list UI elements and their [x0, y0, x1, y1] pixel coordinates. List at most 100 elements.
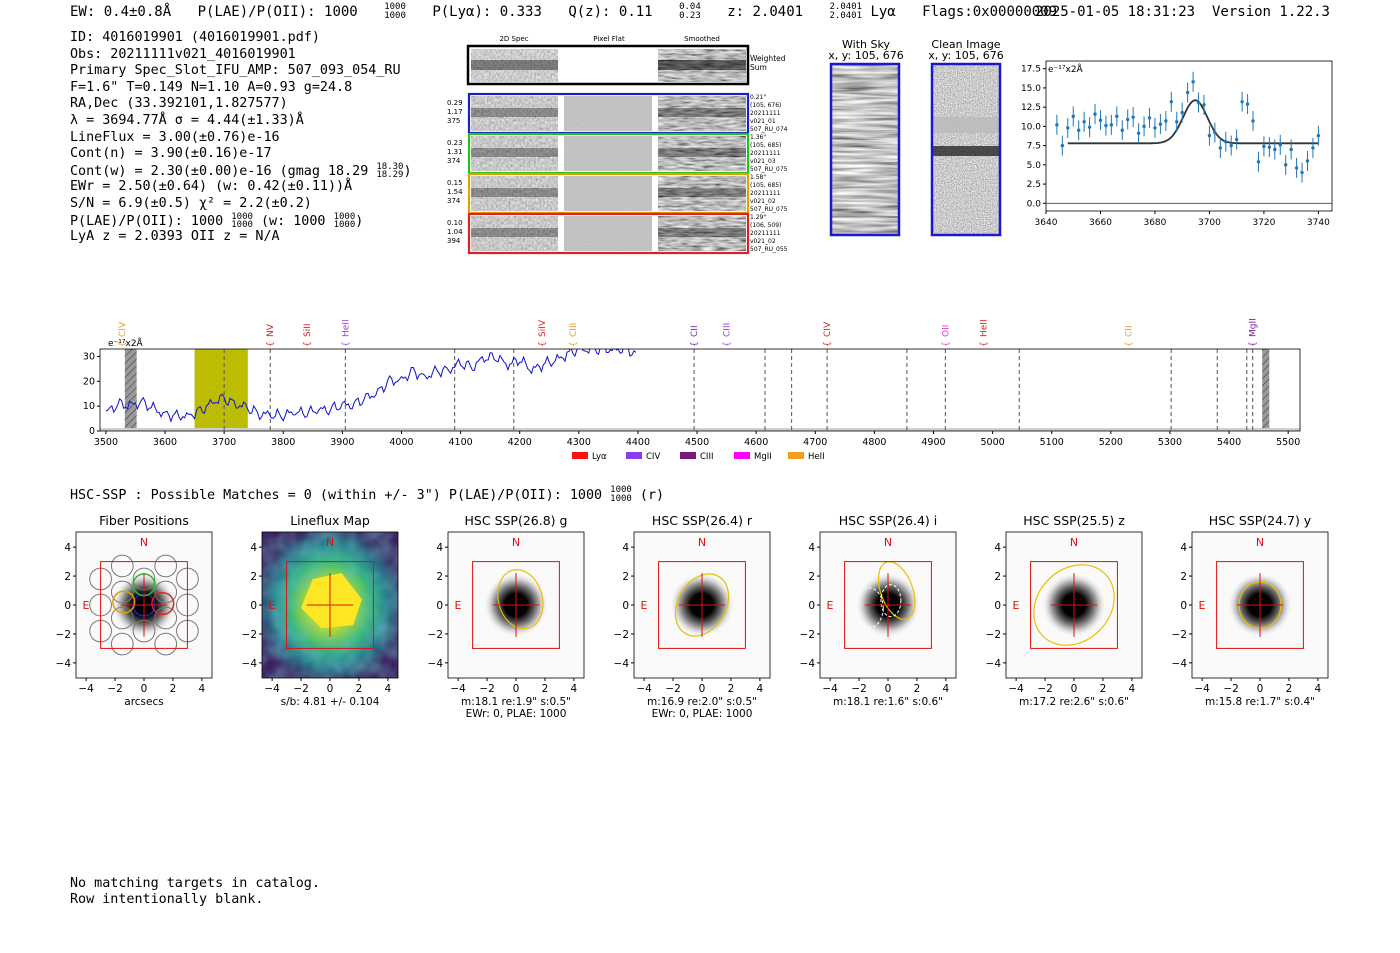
stamp-meta-line: (106, 509)	[750, 222, 782, 229]
stamp-meta-line: (105, 676)	[750, 102, 782, 109]
data-point	[1251, 119, 1255, 123]
cutout-coords: x, y: 105, 676	[828, 49, 904, 62]
x-tick-label: 0	[141, 683, 148, 695]
catalog-footer: No matching targets in catalog. Row inte…	[70, 876, 320, 907]
data-point	[1126, 117, 1130, 122]
selected-fiber	[151, 591, 175, 616]
y-unit-label: e⁻¹⁷x2Å	[1048, 63, 1084, 75]
data-point	[1087, 125, 1092, 129]
hsc-panel: Lineflux Map N E −4 −4 −2 −2 0 0 2 2 4 4 s/b: 4.81 +/…	[242, 513, 399, 708]
y-tick-label: 2	[622, 571, 629, 583]
info-primary: Primary Spec_Slot_IFU_AMP: 507_093_054_R…	[70, 63, 401, 79]
stamp-meta-line: (105, 685)	[750, 142, 782, 149]
data-point	[1098, 118, 1103, 122]
x-tick-label: 2	[170, 683, 177, 695]
panel-title: HSC SSP(26.8) g	[465, 513, 568, 528]
x-tick-label: 3660	[1089, 218, 1112, 228]
x-tick-label: −4	[822, 683, 838, 695]
stamp-pixel-flat	[564, 176, 652, 211]
panel-caption: m:18.1 re:1.6" s:0.6"	[833, 696, 943, 708]
panel-caption: EWr: 0, PLAE: 1000	[652, 708, 753, 720]
info-cont-n: Cont(n) = 3.90(±0.16)e-17	[70, 146, 272, 162]
hsc-panels: Fiber Positions+NE−4−4−2−2002244arcsecsL…	[56, 513, 1329, 720]
x-tick-label: 4800	[862, 437, 886, 448]
panel-title: Fiber Positions	[99, 513, 189, 528]
data-point	[1066, 126, 1070, 130]
line-bracket: {	[1249, 341, 1259, 347]
y-tick-label: 30	[83, 351, 95, 362]
stamp-pixel-flat	[564, 96, 652, 131]
stamp-row-frame	[467, 212, 750, 255]
y-tick-label: 0	[89, 426, 95, 437]
y-tick-label: 10	[83, 401, 95, 412]
y-tick-label: 7.5	[1027, 142, 1041, 152]
clean-image-frame	[930, 62, 1002, 237]
x-tick-label: −2	[107, 683, 122, 695]
x-tick-label: 5100	[1040, 437, 1064, 448]
y-tick-label: −4	[56, 658, 72, 670]
stamp-meta-line: 507_RU_075	[750, 206, 788, 213]
data-point	[1245, 102, 1250, 106]
x-tick-label: −2	[479, 683, 494, 695]
x-tick-label: 5000	[981, 437, 1005, 448]
x-tick-label: 2	[728, 683, 735, 695]
footer-line: Row intentionally blank.	[70, 891, 264, 907]
x-tick-label: 2	[1100, 683, 1107, 695]
north-label: N	[698, 536, 706, 549]
line-bracket: {	[538, 341, 548, 347]
stamp-meta-line: 507_RU_075	[750, 166, 788, 173]
lineflux-peak	[301, 573, 362, 629]
legend-swatch	[626, 452, 642, 459]
stamp-smoothed	[658, 216, 746, 251]
x-tick-label: −2	[1223, 683, 1238, 695]
x-tick-label: 5500	[1276, 437, 1300, 448]
stamp-col-title: Smoothed	[684, 35, 720, 43]
x-tick-label: 3700	[1198, 218, 1221, 228]
stamp-2dspec	[471, 136, 558, 171]
y-tick-label: −4	[614, 658, 630, 670]
data-point	[1278, 143, 1282, 147]
aperture-box	[286, 561, 374, 649]
y-tick-label: 20	[83, 376, 95, 387]
aperture-box	[472, 561, 560, 649]
stamp-weight: 0.10	[447, 219, 463, 227]
x-tick-label: 4400	[626, 437, 650, 448]
data-point	[1055, 123, 1059, 127]
x-tick-label: −2	[665, 683, 680, 695]
stamp-weight: 0.15	[447, 179, 463, 187]
line-bracket: {	[823, 341, 833, 347]
north-label: N	[1070, 536, 1078, 549]
line-window	[194, 349, 248, 431]
north-label: N	[140, 536, 148, 549]
line-bracket: {	[723, 341, 733, 347]
north-label: N	[512, 536, 520, 549]
hsc-summary: HSC-SSP : Possible Matches = 0 (within +…	[70, 485, 665, 504]
y-tick-label: 17.5	[1021, 65, 1041, 75]
x-tick-label: 0	[885, 683, 892, 695]
stamp-meta-line: 1.36"	[750, 134, 767, 141]
spectrum-line	[105, 349, 637, 423]
x-tick-label: 3740	[1307, 218, 1330, 228]
y-unit-label: e⁻¹⁷x2Å	[108, 337, 144, 349]
y-tick-label: 2	[808, 571, 815, 583]
line-bracket: {	[941, 341, 951, 347]
stamp-smoothed	[658, 176, 746, 211]
fiber-circle	[110, 554, 134, 578]
stamp-meta-line: 1.58"	[750, 174, 767, 181]
x-tick-label: 3720	[1252, 218, 1275, 228]
data-point	[1076, 128, 1081, 132]
legend-label: HeII	[808, 452, 825, 462]
data-point	[1060, 143, 1065, 148]
stamp-meta-line: 20211111	[750, 150, 781, 157]
data-point	[1267, 145, 1272, 149]
aperture-box	[100, 561, 188, 649]
line-label: CII	[690, 325, 700, 337]
x-tick-label: 2	[1286, 683, 1293, 695]
y-tick-label: 2	[1180, 571, 1187, 583]
panel-title: HSC SSP(25.5) z	[1023, 513, 1125, 528]
x-tick-label: 0	[327, 683, 334, 695]
data-point	[1273, 147, 1277, 152]
y-tick-label: −2	[242, 629, 257, 641]
stamp-meta-line: 1.29"	[750, 214, 767, 221]
